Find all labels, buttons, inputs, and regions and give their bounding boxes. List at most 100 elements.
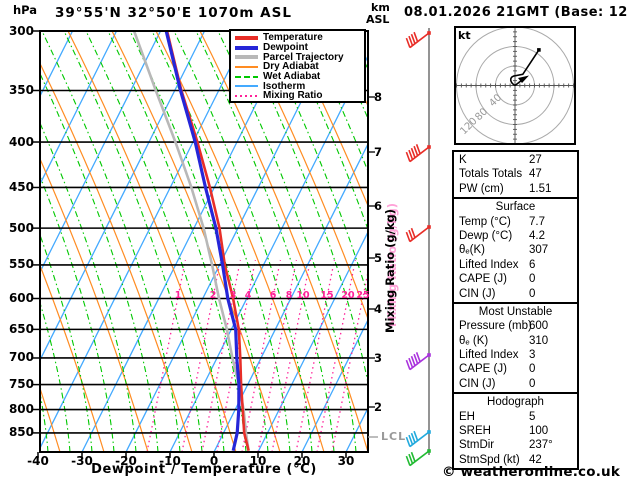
table-row-label: CIN (J) bbox=[459, 377, 496, 390]
table-row: Lifted Index 6 bbox=[454, 258, 577, 272]
table-row-label: PW (cm) bbox=[459, 182, 504, 195]
valid-datetime: 08.01.2026 21GMT (Base: 12) bbox=[404, 5, 629, 20]
mixing-ratio-value-label: 15 bbox=[320, 290, 334, 301]
temperature-tick-label: 20 bbox=[293, 454, 311, 468]
table-row: StmSpd (kt) 42 bbox=[454, 453, 577, 467]
table-row: CIN (J) 0 bbox=[454, 287, 577, 301]
legend-label: Dewpoint bbox=[263, 42, 308, 54]
copyright: © weatheronline.co.uk bbox=[442, 464, 621, 480]
table-row: CAPE (J) 0 bbox=[454, 362, 577, 376]
altitude-tick-label: 3 bbox=[374, 351, 383, 365]
table-section: Surface Temp (°C) 7.7 Dewp (°C) 4.2 θₑ(K) 307 L… bbox=[454, 197, 577, 302]
plot-legend: Temperature Dewpoint Parcel Trajectory Dry … bbox=[229, 29, 366, 103]
table-row: StmDir 237° bbox=[454, 438, 577, 452]
table-row-label: Lifted Index bbox=[459, 349, 519, 362]
station-title: 39°55'N 32°50'E 1070m ASL bbox=[55, 5, 292, 21]
mixing-ratio-value-label: 4 bbox=[244, 290, 252, 301]
table-row-label: EH bbox=[459, 410, 475, 423]
legend-item: Temperature bbox=[235, 32, 364, 43]
table-row-label: StmDir bbox=[459, 439, 495, 452]
table-row: CIN (J) 0 bbox=[454, 377, 577, 391]
wind-barb bbox=[405, 352, 431, 371]
table-row-label: Pressure (mb) bbox=[459, 320, 532, 333]
pressure-axis-unit: hPa bbox=[13, 3, 38, 17]
legend-item: Wet Adiabat bbox=[235, 71, 364, 83]
pressure-tick-label: 650 bbox=[8, 321, 34, 336]
table-row-label: Temp (°C) bbox=[459, 215, 511, 228]
legend-item: Parcel Trajectory bbox=[235, 51, 364, 63]
table-row-value: 100 bbox=[529, 425, 549, 438]
mixing-ratio-value-label: 20 bbox=[341, 290, 355, 301]
table-row-value: 3 bbox=[529, 349, 536, 362]
mixing-ratio-value-label: 10 bbox=[296, 290, 310, 301]
table-row-label: Totals Totals bbox=[459, 168, 523, 181]
hodograph-unit-label: kt bbox=[458, 29, 471, 42]
temperature-tick-label: 10 bbox=[249, 454, 267, 468]
table-row-value: 307 bbox=[529, 244, 549, 257]
table-row: EH 5 bbox=[454, 410, 577, 424]
mixing-ratio-value-label: 8 bbox=[285, 290, 293, 301]
table-section: Hodograph EH 5 SREH 100 StmDir 237° StmSpd (kt)… bbox=[454, 392, 577, 468]
skewt-grid bbox=[40, 31, 368, 452]
pressure-tick-label: 500 bbox=[8, 220, 34, 235]
temperature-tick-label: -20 bbox=[115, 454, 137, 468]
table-section-title: Most Unstable bbox=[478, 305, 553, 318]
table-row-value: 47 bbox=[529, 168, 542, 181]
table-row-label: K bbox=[459, 154, 467, 166]
table-row-label: StmSpd (kt) bbox=[459, 453, 520, 466]
legend-swatch-solid bbox=[235, 45, 258, 50]
legend-swatch-dotted bbox=[235, 94, 258, 97]
pressure-tick-label: 850 bbox=[8, 425, 34, 440]
mixing-ratio-value-label: 3 bbox=[229, 290, 237, 301]
mixing-ratio-value-label: 25 bbox=[356, 290, 370, 301]
table-row: CAPE (J) 0 bbox=[454, 272, 577, 286]
legend-label: Wet Adiabat bbox=[263, 71, 321, 83]
pressure-tick-label: 400 bbox=[8, 134, 34, 149]
pressure-tick-label: 700 bbox=[8, 350, 34, 365]
table-row: θₑ(K) 307 bbox=[454, 243, 577, 257]
table-row-value: 5 bbox=[529, 410, 536, 423]
table-row-value: 0 bbox=[529, 287, 536, 300]
altitude-tick-label: 5 bbox=[374, 251, 383, 265]
pressure-tick-label: 800 bbox=[8, 402, 34, 417]
mixing-ratio-value-label: 2 bbox=[209, 290, 217, 301]
table-row-value: 7.7 bbox=[529, 215, 545, 228]
altitude-axis-unit-km: km bbox=[371, 1, 390, 14]
plot-frame bbox=[39, 30, 369, 453]
table-row-label: SREH bbox=[459, 425, 491, 438]
wind-barb bbox=[405, 144, 431, 163]
table-row: SREH 100 bbox=[454, 424, 577, 438]
table-row-label: θₑ(K) bbox=[459, 244, 485, 257]
table-row: θₑ (K) 310 bbox=[454, 334, 577, 348]
table-row: Pressure (mb) 600 bbox=[454, 319, 577, 333]
pressure-tick-label: 550 bbox=[8, 257, 34, 272]
legend-label: Parcel Trajectory bbox=[263, 51, 344, 63]
legend-label: Mixing Ratio bbox=[263, 90, 323, 102]
wind-barb bbox=[405, 225, 431, 243]
table-row-value: 237° bbox=[529, 439, 553, 452]
pressure-tick-label: 300 bbox=[8, 23, 34, 38]
table-row: Totals Totals 47 bbox=[454, 167, 577, 181]
altitude-tick-label: 7 bbox=[374, 145, 383, 159]
pressure-tick-label: 350 bbox=[8, 82, 34, 97]
wind-barb bbox=[405, 449, 431, 467]
legend-swatch-solid bbox=[235, 35, 258, 40]
table-section-title: Hodograph bbox=[487, 396, 544, 409]
pressure-tick-label: 750 bbox=[8, 377, 34, 392]
table-row: Dewp (°C) 4.2 bbox=[454, 229, 577, 243]
temperature-tick-label: -10 bbox=[159, 454, 181, 468]
table-row: Temp (°C) 7.7 bbox=[454, 215, 577, 229]
pressure-tick-label: 600 bbox=[8, 290, 34, 305]
lcl-marker-label: LCL bbox=[381, 430, 407, 443]
temperature-curve bbox=[165, 31, 250, 452]
table-row: Lifted Index 3 bbox=[454, 348, 577, 362]
altitude-tick-label: 8 bbox=[374, 90, 383, 104]
table-row: K 27 bbox=[454, 153, 577, 167]
mixing-ratio-value-label: 1 bbox=[174, 290, 182, 301]
table-row-value: 1.51 bbox=[529, 182, 552, 195]
table-row-label: Lifted Index bbox=[459, 258, 519, 271]
temperature-tick-label: 30 bbox=[337, 454, 355, 468]
hodograph-trace bbox=[509, 49, 540, 87]
